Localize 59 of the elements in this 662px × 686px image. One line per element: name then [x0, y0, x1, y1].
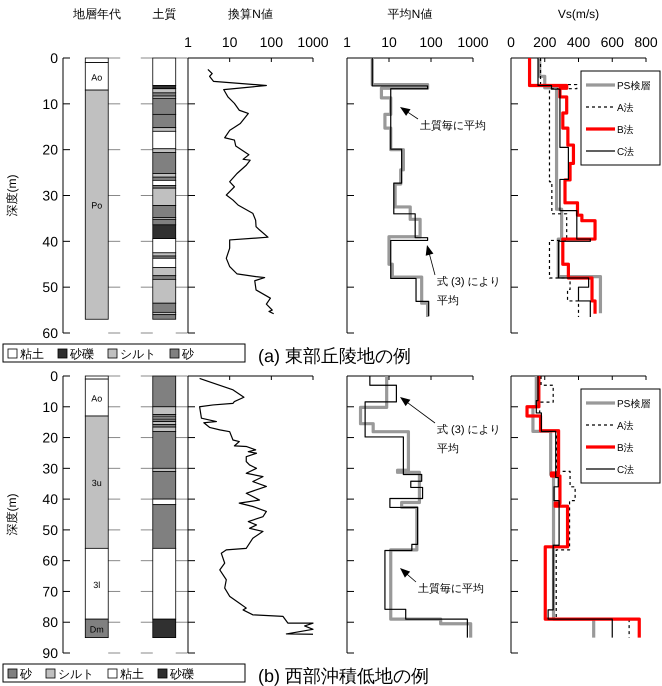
legend-label: B法	[617, 124, 634, 136]
y-tick-label: 10	[42, 398, 58, 415]
y-tick-label: 90	[42, 645, 58, 661]
series-label: 3l	[93, 580, 100, 590]
legend-label: 砂礫	[69, 347, 94, 361]
x-tick-label: 400	[566, 34, 590, 50]
chart-title: 換算N値	[228, 7, 273, 21]
legend-label: 砂	[19, 667, 32, 681]
x-tick-label: 100	[419, 34, 443, 50]
y-tick-label: 40	[42, 233, 58, 250]
x-tick-label: 800	[634, 34, 658, 50]
x-tick-label: 1000	[457, 34, 489, 50]
annotation: 土質毎に平均	[420, 119, 486, 132]
y-tick-label: 20	[42, 430, 58, 446]
y-tick-label: 70	[42, 583, 58, 600]
series-label: Dm	[90, 624, 104, 634]
series-label: Ao	[91, 394, 102, 404]
legend-label: A法	[617, 102, 634, 114]
y-tick-label: 20	[42, 142, 58, 158]
chart-title: 平均N値	[388, 7, 432, 21]
annotation: 式 (3) により平均	[437, 275, 501, 307]
x-tick-label: 地層年代	[72, 7, 121, 21]
x-tick-label: 10	[381, 34, 397, 50]
y-tick-label: 80	[42, 614, 58, 630]
legend-label: シルト	[58, 667, 94, 681]
y-axis-title: 深度(m)	[5, 494, 19, 536]
x-tick-label: 200	[533, 34, 557, 50]
text: (b) 西部沖積低地の例	[258, 666, 429, 686]
y-tick-label: 0	[50, 50, 58, 66]
text: (a) 東部丘陵地の例	[258, 346, 411, 366]
x-tick-label: 10	[222, 34, 238, 50]
y-tick-label: 10	[42, 96, 58, 112]
legend-label: PS検層	[617, 80, 650, 92]
series-label: Ao	[91, 72, 102, 82]
y-tick-label: 50	[42, 279, 58, 296]
x-tick-label: 600	[600, 34, 624, 50]
x-tick-label: 1	[343, 34, 352, 50]
y-tick-label: 0	[50, 368, 58, 384]
y-tick-label: 40	[42, 491, 58, 508]
legend-label: 粘土	[20, 347, 44, 361]
x-tick-label: 0	[507, 34, 516, 50]
x-tick-label: 100	[260, 34, 284, 50]
y-tick-label: 50	[42, 522, 58, 538]
x-tick-label: 1000	[297, 34, 329, 50]
x-tick-label: 1	[184, 34, 192, 50]
legend-label: 砂礫	[169, 667, 194, 681]
series-label: 3u	[92, 478, 102, 488]
y-tick-label: 60	[42, 552, 58, 569]
y-tick-label: 30	[42, 188, 58, 204]
legend-label: シルト	[120, 347, 156, 361]
legend-label: C法	[617, 146, 634, 158]
y-tick-label: 30	[42, 460, 58, 476]
chart-title: Vs(m/s)	[558, 7, 600, 21]
y-axis-title: 深度(m)	[5, 174, 19, 216]
x-tick-label: 土質	[152, 7, 176, 21]
y-tick-label: 60	[42, 325, 58, 341]
legend-label: 粘土	[120, 667, 144, 681]
series-label: Po	[91, 200, 102, 211]
legend-label: 砂	[181, 347, 194, 361]
